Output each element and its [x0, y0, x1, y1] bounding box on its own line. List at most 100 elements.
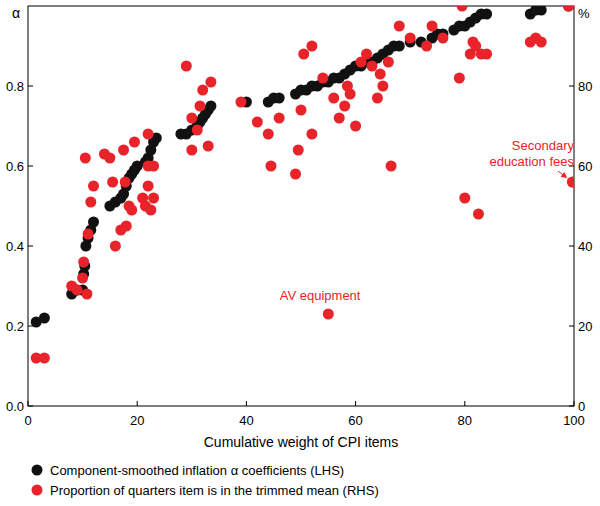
plot-area	[31, 6, 574, 364]
y2-tick	[569, 86, 574, 87]
point	[296, 105, 307, 116]
point	[427, 21, 438, 32]
point	[405, 33, 416, 44]
point	[252, 117, 263, 128]
y-tick	[28, 86, 33, 87]
point	[120, 177, 131, 188]
point	[536, 37, 547, 48]
point	[205, 77, 216, 88]
point	[394, 41, 405, 52]
point	[88, 217, 99, 228]
point	[80, 153, 91, 164]
point	[457, 6, 468, 12]
point	[148, 161, 159, 172]
point	[383, 57, 394, 68]
point	[194, 101, 205, 112]
point	[143, 181, 154, 192]
x-tick	[574, 401, 575, 406]
y2-tick	[569, 326, 574, 327]
point	[306, 41, 317, 52]
point	[118, 145, 129, 156]
y-tick-label: 0.4	[6, 239, 24, 254]
point	[536, 6, 547, 16]
y-tick	[28, 166, 33, 167]
point	[145, 205, 156, 216]
point	[339, 101, 350, 112]
legend-marker	[32, 485, 43, 496]
point	[104, 153, 115, 164]
point	[375, 69, 386, 80]
point	[481, 49, 492, 60]
point	[317, 73, 328, 84]
y2-tick-label: 80	[578, 79, 592, 94]
point	[203, 141, 214, 152]
point	[192, 125, 203, 136]
point	[186, 145, 197, 156]
point	[372, 93, 383, 104]
point	[293, 145, 304, 156]
y-tick-label: 0.2	[6, 319, 24, 334]
y2-axis-label: %	[578, 6, 590, 21]
point	[377, 81, 388, 92]
point	[129, 137, 140, 148]
x-tick-label: 80	[458, 413, 472, 428]
x-tick	[464, 401, 465, 406]
legend-marker	[32, 465, 43, 476]
y-tick-label: 0.0	[6, 399, 24, 414]
y2-tick-label: 0	[578, 399, 585, 414]
point	[235, 97, 246, 108]
point	[421, 41, 432, 52]
x-tick	[246, 401, 247, 406]
y-tick	[28, 246, 33, 247]
point	[265, 161, 276, 172]
plot-frame	[28, 6, 574, 406]
x-tick	[137, 401, 138, 406]
point	[186, 113, 197, 124]
point	[306, 129, 317, 140]
x-tick-label: 100	[563, 413, 585, 428]
point	[567, 177, 574, 188]
point	[72, 285, 83, 296]
point	[334, 113, 345, 124]
point	[350, 121, 361, 132]
point	[481, 9, 492, 20]
x-axis-label: Cumulative weight of CPI items	[204, 434, 399, 450]
point	[197, 85, 208, 96]
x-tick	[355, 401, 356, 406]
x-tick-label: 0	[24, 413, 31, 428]
point	[77, 273, 88, 284]
point	[81, 289, 92, 300]
point	[181, 61, 192, 72]
point	[39, 353, 50, 364]
point	[39, 313, 50, 324]
point	[78, 257, 89, 268]
point	[148, 193, 159, 204]
point	[473, 209, 484, 220]
annotation: Secondaryeducation fees	[489, 138, 574, 169]
y-axis-label: α	[12, 5, 20, 21]
point	[290, 169, 301, 180]
point	[88, 181, 99, 192]
point	[454, 73, 465, 84]
y-tick	[28, 406, 33, 407]
point	[143, 129, 154, 140]
point	[110, 241, 121, 252]
point	[361, 49, 372, 60]
point	[459, 193, 470, 204]
point	[121, 221, 132, 232]
point	[437, 33, 448, 44]
x-tick	[28, 401, 29, 406]
point	[323, 309, 334, 320]
y2-tick-label: 60	[578, 159, 592, 174]
point	[366, 61, 377, 72]
x-tick-label: 40	[239, 413, 253, 428]
point	[85, 197, 96, 208]
annotation-arrow	[558, 171, 567, 178]
point	[72, 285, 83, 296]
annotation: AV equipment	[280, 288, 361, 303]
x-tick-label: 60	[348, 413, 362, 428]
y2-tick-label: 20	[578, 319, 592, 334]
y2-tick-label: 40	[578, 239, 592, 254]
y2-tick	[569, 406, 574, 407]
x-tick-label: 20	[130, 413, 144, 428]
